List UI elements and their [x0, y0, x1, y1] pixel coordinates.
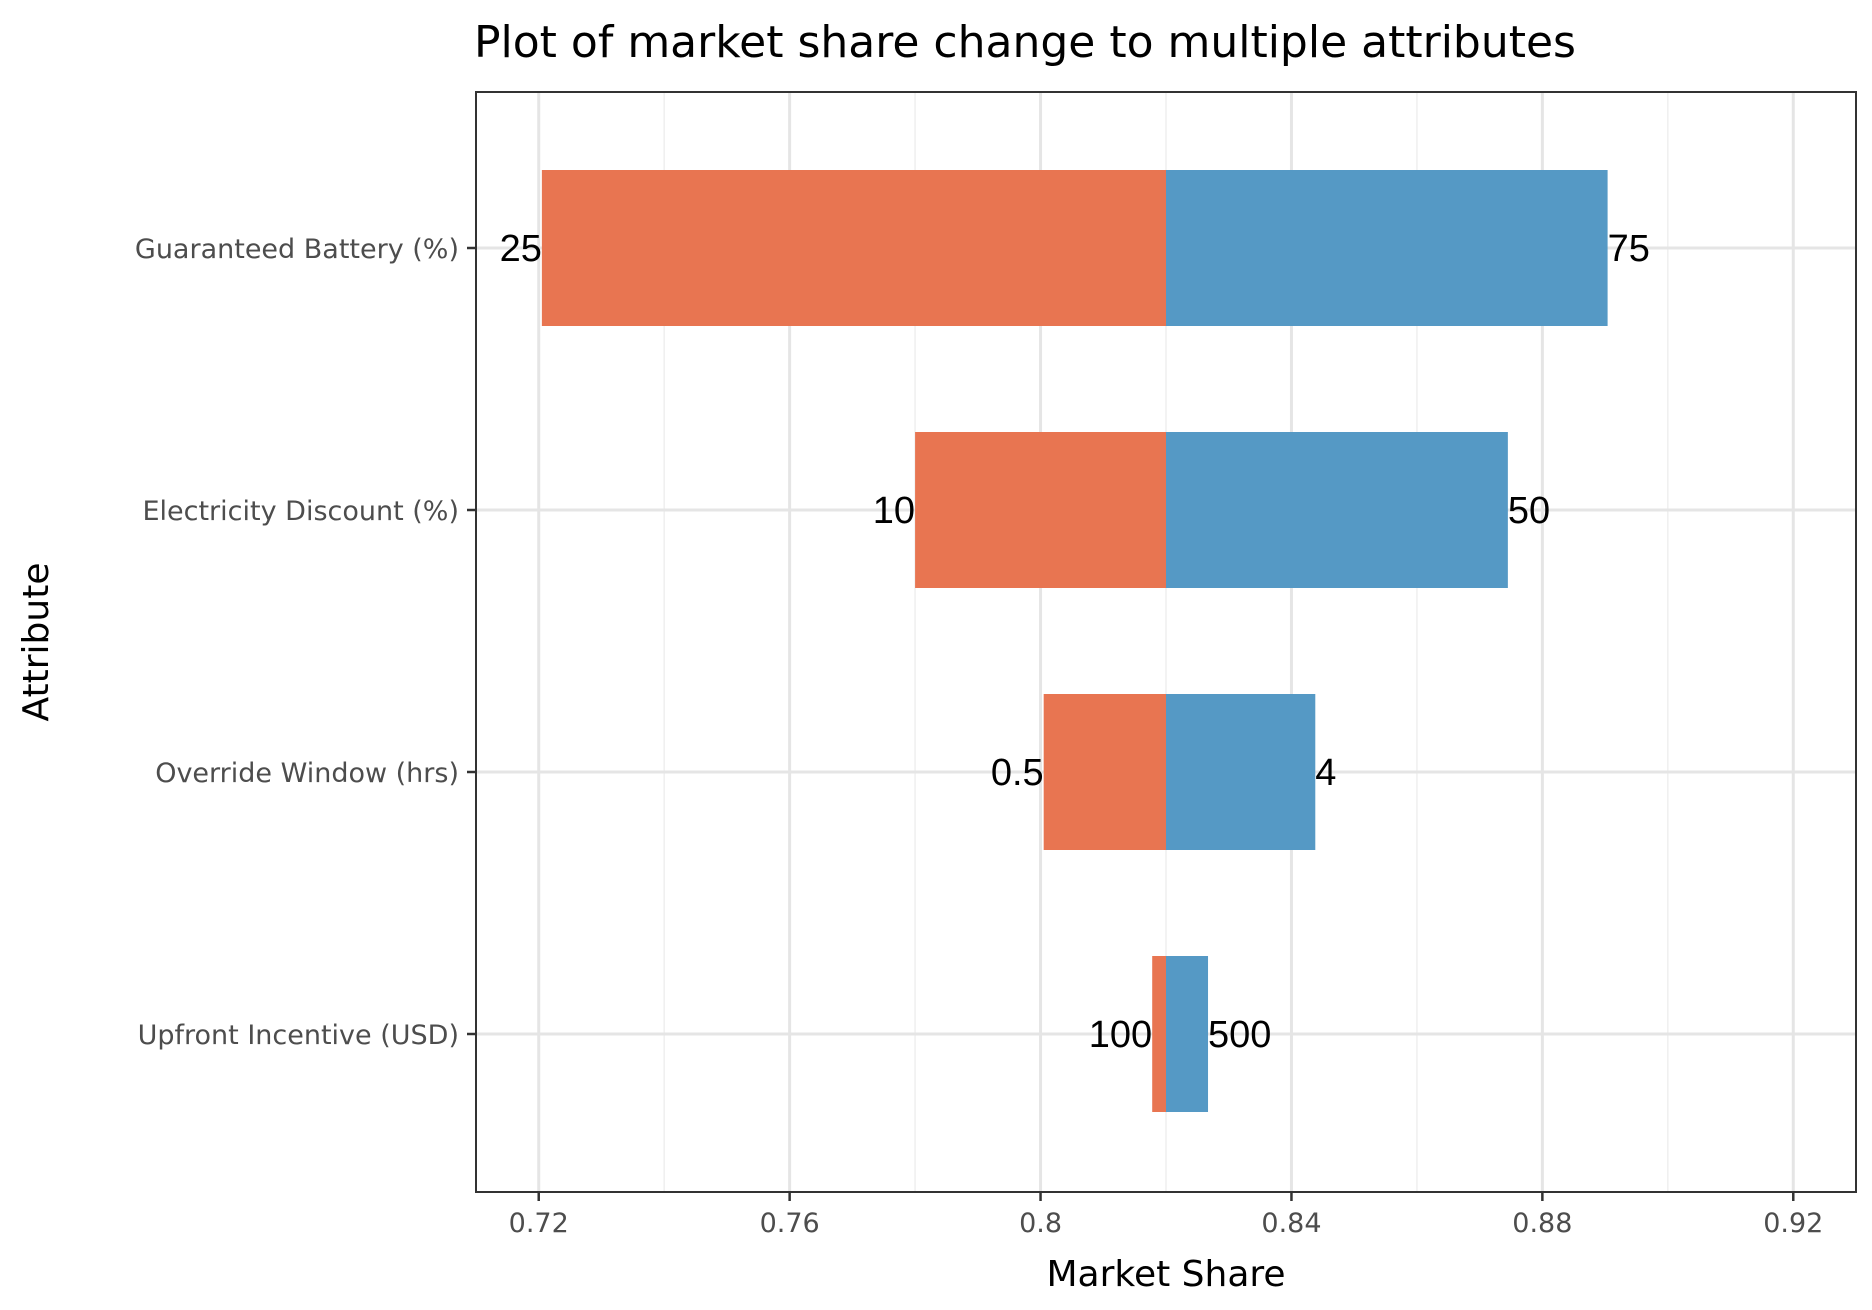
bar-labels: 25 75 10 50 0.5 4 100 500 — [500, 228, 1650, 1056]
y-axis-title: Attribute — [16, 563, 57, 722]
bar-high-1 — [1166, 432, 1508, 588]
bar-low-2 — [1043, 694, 1166, 850]
bar-low-3 — [1152, 956, 1166, 1112]
y-axis-ticks: Guaranteed Battery (%) Electricity Discou… — [135, 234, 476, 1051]
bar-label-low-3: 100 — [1089, 1014, 1152, 1056]
x-tick-label-2: 0.8 — [1019, 1208, 1062, 1239]
y-tick-label-3: Upfront Incentive (USD) — [138, 1020, 459, 1051]
bar-low-0 — [541, 170, 1166, 326]
bar-high-0 — [1166, 170, 1608, 326]
y-tick-label-0: Guaranteed Battery (%) — [135, 234, 459, 265]
bar-label-high-0: 75 — [1608, 228, 1650, 270]
x-tick-label-4: 0.88 — [1512, 1208, 1572, 1239]
x-tick-label-0: 0.72 — [509, 1208, 569, 1239]
x-tick-label-5: 0.92 — [1763, 1208, 1823, 1239]
bar-high-3 — [1166, 956, 1209, 1112]
y-tick-label-1: Electricity Discount (%) — [142, 496, 459, 527]
x-tick-label-1: 0.76 — [760, 1208, 820, 1239]
bar-label-high-1: 50 — [1508, 490, 1550, 532]
x-axis-title: Market Share — [1046, 1254, 1285, 1295]
y-tick-label-2: Override Window (hrs) — [155, 758, 459, 789]
bar-low-1 — [915, 432, 1166, 588]
bar-high-2 — [1166, 694, 1316, 850]
bar-label-high-2: 4 — [1315, 752, 1336, 794]
bar-label-low-0: 25 — [500, 228, 542, 270]
bar-label-low-2: 0.5 — [991, 752, 1044, 794]
panel-border — [475, 91, 1857, 1193]
x-tick-label-3: 0.84 — [1261, 1208, 1321, 1239]
bars — [541, 170, 1608, 1112]
bar-label-low-1: 10 — [873, 490, 915, 532]
chart-title: Plot of market share change to multiple … — [474, 17, 1576, 68]
x-axis-ticks: 0.72 0.76 0.8 0.84 0.88 0.92 — [509, 1192, 1823, 1239]
bar-label-high-3: 500 — [1208, 1014, 1271, 1056]
